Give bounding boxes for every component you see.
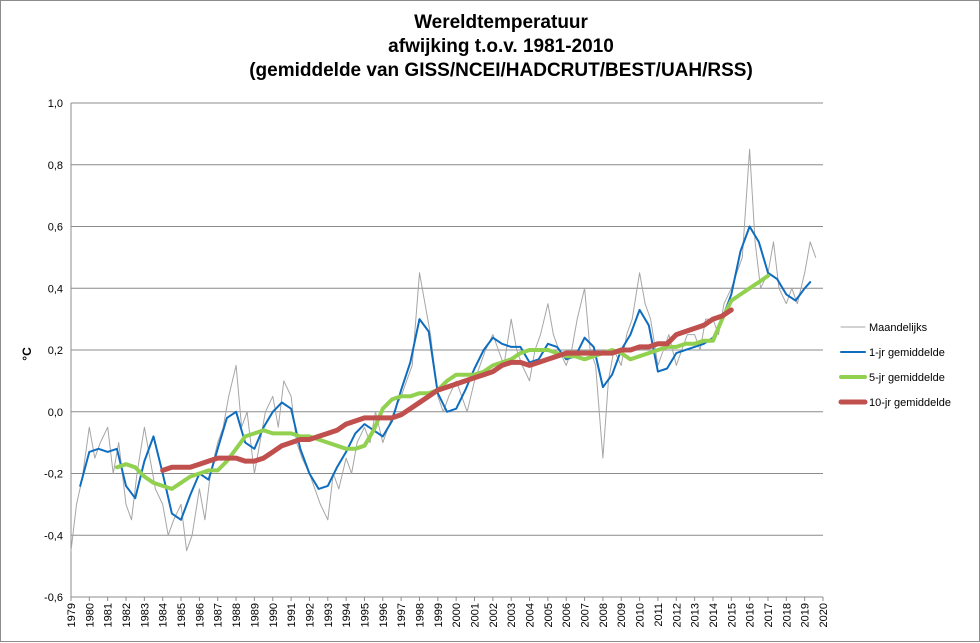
- x-tick-label: 1980: [84, 603, 96, 627]
- y-tick-labels: -0,6 -0,4 -0,2 0,0 0,2 0,4 0,6 0,8 1,0: [44, 98, 63, 604]
- x-tick-label: 2000: [451, 603, 463, 627]
- x-tick-label: 1988: [231, 603, 243, 627]
- x-tick-label: 1986: [194, 603, 206, 627]
- y-tick-label: -0,2: [44, 469, 63, 481]
- chart-title-block: Wereldtemperatuur afwijking t.o.v. 1981-…: [1, 11, 980, 83]
- x-tick-label: 1989: [249, 603, 261, 627]
- y-axis-label: °C: [20, 347, 34, 361]
- x-tick-label: 2003: [506, 603, 518, 627]
- x-tick-label: 2001: [470, 603, 482, 627]
- x-tick-labels: 1979 1980 1981 1982 1983 1984 1985 1986 1987 1988…: [66, 597, 830, 627]
- y-tick-label: 0,6: [48, 222, 63, 234]
- x-tick-label: 2009: [616, 603, 628, 627]
- y-tick-label: -0,4: [44, 530, 63, 542]
- x-tick-label: 1994: [341, 603, 353, 627]
- legend: Maandelijks 1-jr gemiddelde 5-jr gemiddeld…: [838, 322, 951, 409]
- y-tick-label: 1,0: [48, 98, 63, 110]
- y-tick-label: 0,8: [48, 160, 63, 172]
- grid-lines: [71, 102, 823, 598]
- chart-title: Wereldtemperatuur: [414, 12, 588, 33]
- y-tick-label: -0,6: [44, 592, 63, 604]
- x-tick-label: 2006: [561, 603, 573, 627]
- x-tick-label: 1998: [414, 603, 426, 627]
- series-lines: [70, 148, 817, 552]
- x-tick-label: 1982: [121, 603, 133, 627]
- series-line-3: [160, 307, 734, 473]
- legend-label: Maandelijks: [869, 322, 928, 334]
- x-tick-label: 1981: [103, 603, 115, 627]
- y-tick-label: 0,2: [48, 345, 63, 357]
- x-tick-label: 2007: [580, 603, 592, 627]
- x-tick-label: 2014: [708, 603, 720, 627]
- series-line-0: [70, 148, 817, 552]
- x-tick-label: 2012: [671, 603, 683, 627]
- x-tick-label: 2020: [818, 603, 830, 627]
- x-tick-label: 2011: [653, 603, 665, 627]
- x-tick-label: 1991: [286, 603, 298, 627]
- legend-label: 1-jr gemiddelde: [869, 347, 945, 359]
- x-tick-label: 1993: [323, 603, 335, 627]
- x-tick-label: 2008: [598, 603, 610, 627]
- x-tick-label: 1999: [433, 603, 445, 627]
- y-tick-label: 0,4: [48, 283, 63, 295]
- legend-label: 5-jr gemiddelde: [869, 372, 945, 384]
- x-tick-label: 2005: [543, 603, 555, 627]
- x-tick-label: 2017: [763, 603, 775, 627]
- x-tick-label: 2019: [800, 603, 812, 627]
- x-tick-label: 2018: [781, 603, 793, 627]
- x-tick-label: 1990: [268, 603, 280, 627]
- legend-label: 10-jr gemiddelde: [869, 397, 951, 409]
- x-tick-label: 2015: [726, 603, 738, 627]
- x-tick-label: 2002: [488, 603, 500, 627]
- x-tick-label: 1979: [66, 603, 78, 627]
- axes: [70, 103, 823, 598]
- x-tick-label: 1987: [213, 603, 225, 627]
- x-tick-label: 2013: [690, 603, 702, 627]
- chart-subtitle-1: afwijking t.o.v. 1981-2010: [388, 36, 614, 57]
- series-line-1: [79, 225, 812, 521]
- x-tick-label: 2016: [745, 603, 757, 627]
- x-tick-label: 1984: [158, 603, 170, 627]
- x-tick-label: 1985: [176, 603, 188, 627]
- x-tick-label: 1995: [359, 603, 371, 627]
- x-tick-label: 2004: [525, 603, 537, 627]
- chart-subtitle-2: (gemiddelde van GISS/NCEI/HADCRUT/BEST/U…: [249, 60, 753, 81]
- series-line-2: [114, 273, 770, 491]
- x-tick-label: 1992: [304, 603, 316, 627]
- x-tick-label: 1983: [139, 603, 151, 627]
- x-tick-label: 1997: [396, 603, 408, 627]
- x-tick-label: 2010: [635, 603, 647, 627]
- x-tick-label: 1996: [378, 603, 390, 627]
- y-tick-label: 0,0: [48, 407, 63, 419]
